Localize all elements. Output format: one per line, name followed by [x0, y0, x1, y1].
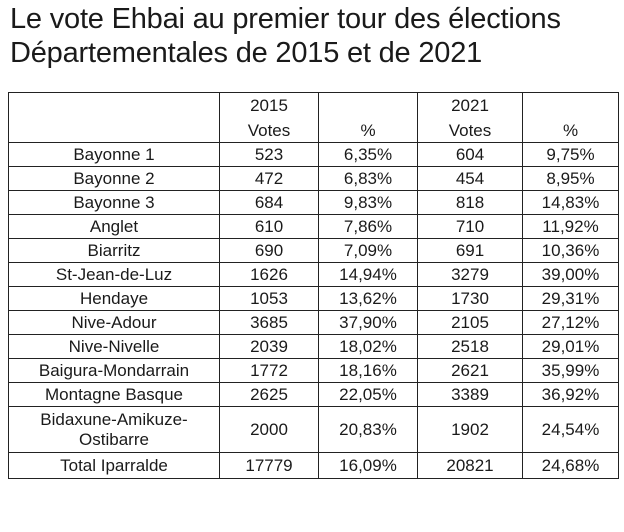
- header-row-metrics: Votes % Votes %: [8, 119, 619, 143]
- header-pct-2015: %: [318, 119, 418, 143]
- votes-2015-cell: 523: [219, 142, 319, 167]
- header-votes-2015: Votes: [219, 119, 319, 143]
- pct-2021-cell: 11,92%: [522, 214, 619, 239]
- votes-2021-cell: 710: [417, 214, 523, 239]
- votes-2015-cell: 1053: [219, 286, 319, 311]
- votes-2015-cell: 472: [219, 166, 319, 191]
- pct-2021-cell: 27,12%: [522, 310, 619, 335]
- table-row: Montagne Basque 2625 22,05% 3389 36,92%: [8, 382, 619, 407]
- votes-2021-cell: 604: [417, 142, 523, 167]
- votes-2021-cell: 1902: [417, 406, 523, 453]
- votes-2021-cell: 1730: [417, 286, 523, 311]
- votes-2021-cell: 2518: [417, 334, 523, 359]
- header-year-2021: 2021: [417, 92, 523, 119]
- header-blank-2021: [522, 92, 619, 119]
- pct-2021-cell: 29,01%: [522, 334, 619, 359]
- votes-2021-cell: 3389: [417, 382, 523, 407]
- pct-2015-cell: 18,16%: [318, 358, 418, 383]
- pct-2015-cell: 6,83%: [318, 166, 418, 191]
- canton-name-line-1: Bidaxune-Amikuze-: [40, 409, 188, 429]
- pct-2015-cell: 14,94%: [318, 262, 418, 287]
- title-line-1: Le vote Ehbai au premier tour des électi…: [10, 3, 561, 35]
- title-line-2: Départementales de 2015 et de 2021: [10, 37, 483, 69]
- pct-2021-cell: 14,83%: [522, 190, 619, 215]
- table-row: Biarritz 690 7,09% 691 10,36%: [8, 238, 619, 263]
- votes-2015-cell: 1626: [219, 262, 319, 287]
- votes-2021-cell: 454: [417, 166, 523, 191]
- table-row: St-Jean-de-Luz 1626 14,94% 3279 39,00%: [8, 262, 619, 287]
- header-corner-cell: [8, 92, 220, 119]
- pct-2015-cell: 18,02%: [318, 334, 418, 359]
- table-row: Hendaye 1053 13,62% 1730 29,31%: [8, 286, 619, 311]
- header-year-2015: 2015: [219, 92, 319, 119]
- pct-2015-cell: 20,83%: [318, 406, 418, 453]
- page-title: Le vote Ehbai au premier tour des électi…: [10, 2, 618, 70]
- total-row: Total Iparralde 17779 16,09% 20821 24,68%: [8, 452, 619, 479]
- canton-name-cell: St-Jean-de-Luz: [8, 262, 220, 287]
- table-row: Bayonne 1 523 6,35% 604 9,75%: [8, 142, 619, 167]
- table-row: Nive-Nivelle 2039 18,02% 2518 29,01%: [8, 334, 619, 359]
- votes-2021-cell: 20821: [417, 452, 523, 479]
- canton-name-cell: Total Iparralde: [8, 452, 220, 479]
- votes-2015-cell: 684: [219, 190, 319, 215]
- table-row: Anglet 610 7,86% 710 11,92%: [8, 214, 619, 239]
- canton-name-cell: Biarritz: [8, 238, 220, 263]
- votes-2015-cell: 610: [219, 214, 319, 239]
- votes-2015-cell: 2625: [219, 382, 319, 407]
- table-row: Baigura-Mondarrain 1772 18,16% 2621 35,99%: [8, 358, 619, 383]
- canton-name-cell: Bayonne 3: [8, 190, 220, 215]
- header-blank-2015: [318, 92, 418, 119]
- header-row-years: 2015 2021: [8, 92, 619, 119]
- pct-2021-cell: 24,68%: [522, 452, 619, 479]
- pct-2015-cell: 13,62%: [318, 286, 418, 311]
- table-row: Bayonne 3 684 9,83% 818 14,83%: [8, 190, 619, 215]
- votes-2015-cell: 2000: [219, 406, 319, 453]
- canton-name-cell: Bayonne 1: [8, 142, 220, 167]
- canton-name-line-2: Ostibarre: [79, 429, 149, 449]
- pct-2021-cell: 9,75%: [522, 142, 619, 167]
- pct-2015-cell: 37,90%: [318, 310, 418, 335]
- votes-2015-cell: 690: [219, 238, 319, 263]
- votes-2021-cell: 691: [417, 238, 523, 263]
- canton-name-cell: Anglet: [8, 214, 220, 239]
- pct-2021-cell: 35,99%: [522, 358, 619, 383]
- pct-2021-cell: 10,36%: [522, 238, 619, 263]
- votes-2015-cell: 17779: [219, 452, 319, 479]
- pct-2021-cell: 24,54%: [522, 406, 619, 453]
- pct-2015-cell: 16,09%: [318, 452, 418, 479]
- table-row: Bidaxune-Amikuze- Ostibarre 2000 20,83% 1902…: [8, 406, 619, 453]
- header-corner-cell-lower: [8, 119, 220, 143]
- pct-2021-cell: 29,31%: [522, 286, 619, 311]
- canton-name-cell: Nive-Adour: [8, 310, 220, 335]
- votes-2015-cell: 3685: [219, 310, 319, 335]
- table-row: Bayonne 2 472 6,83% 454 8,95%: [8, 166, 619, 191]
- header-votes-2021: Votes: [417, 119, 523, 143]
- pct-2015-cell: 7,09%: [318, 238, 418, 263]
- votes-2021-cell: 3279: [417, 262, 523, 287]
- canton-name-cell: Montagne Basque: [8, 382, 220, 407]
- votes-2021-cell: 2105: [417, 310, 523, 335]
- votes-table: 2015 2021 Votes % Votes % Bayonne 1 523 6,…: [8, 92, 619, 479]
- pct-2015-cell: 22,05%: [318, 382, 418, 407]
- canton-name-cell: Bayonne 2: [8, 166, 220, 191]
- header-pct-2021: %: [522, 119, 619, 143]
- votes-2015-cell: 2039: [219, 334, 319, 359]
- pct-2015-cell: 7,86%: [318, 214, 418, 239]
- votes-2021-cell: 2621: [417, 358, 523, 383]
- pct-2021-cell: 39,00%: [522, 262, 619, 287]
- votes-2021-cell: 818: [417, 190, 523, 215]
- canton-name-cell: Bidaxune-Amikuze- Ostibarre: [8, 406, 220, 453]
- table-row: Nive-Adour 3685 37,90% 2105 27,12%: [8, 310, 619, 335]
- pct-2021-cell: 36,92%: [522, 382, 619, 407]
- votes-2015-cell: 1772: [219, 358, 319, 383]
- canton-name-cell: Baigura-Mondarrain: [8, 358, 220, 383]
- canton-name-cell: Nive-Nivelle: [8, 334, 220, 359]
- pct-2021-cell: 8,95%: [522, 166, 619, 191]
- canton-name-cell: Hendaye: [8, 286, 220, 311]
- pct-2015-cell: 9,83%: [318, 190, 418, 215]
- pct-2015-cell: 6,35%: [318, 142, 418, 167]
